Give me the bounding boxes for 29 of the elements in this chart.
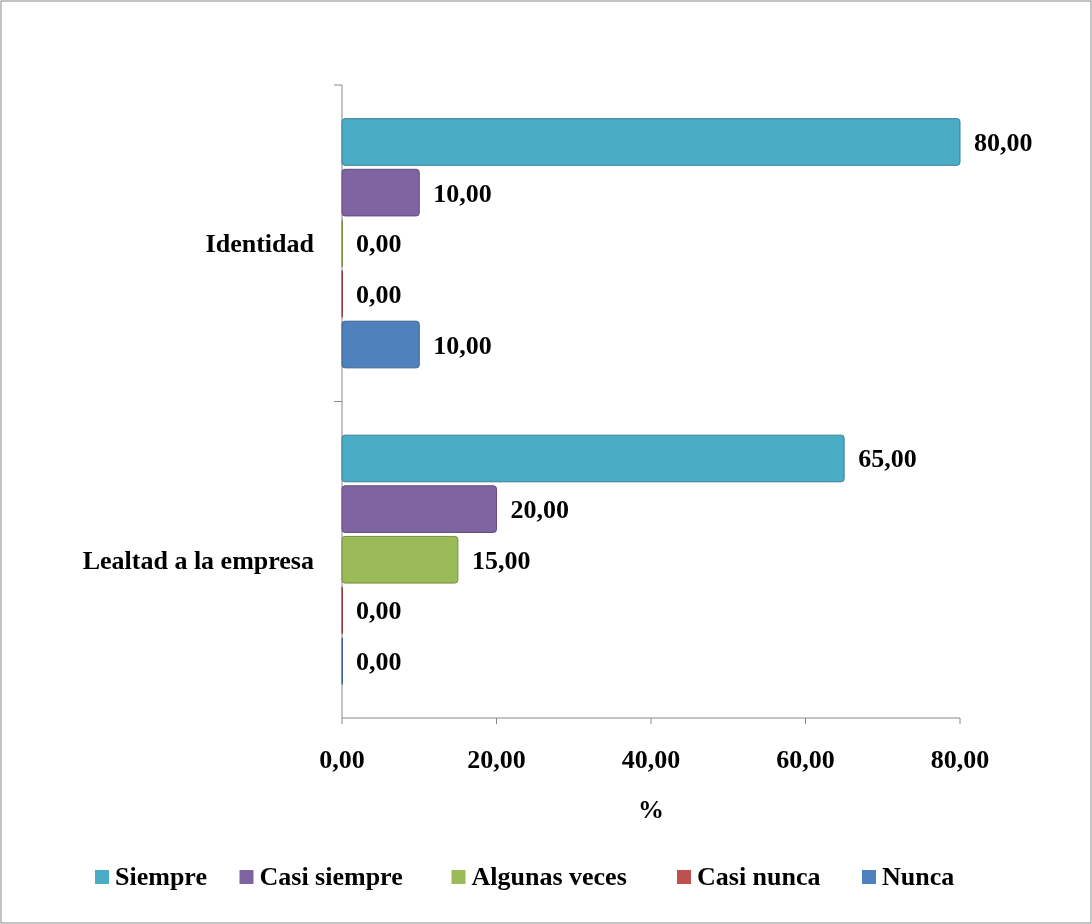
bar — [341, 320, 420, 369]
x-tick-label: 20,00 — [467, 745, 526, 774]
x-tick-label: 60,00 — [776, 745, 835, 774]
y-tick-label: Identidad — [205, 229, 315, 259]
data-label: 10,00 — [433, 178, 492, 208]
data-label: 0,00 — [356, 229, 402, 259]
data-label: 0,00 — [356, 647, 402, 677]
data-label: 80,00 — [974, 127, 1033, 157]
legend-label: Casi nunca — [697, 862, 821, 891]
legend-label: Casi siempre — [259, 862, 403, 891]
bar — [341, 118, 961, 166]
bar — [341, 535, 459, 584]
legend-label: Siempre — [115, 862, 207, 891]
bar — [341, 168, 420, 217]
x-axis-title: % — [638, 795, 664, 824]
x-tick-label: 40,00 — [621, 745, 681, 774]
data-label: 65,00 — [858, 444, 917, 474]
data-label: 0,00 — [356, 279, 402, 309]
data-label: 20,00 — [510, 495, 569, 525]
legend-label: Algunas veces — [471, 862, 627, 891]
data-label: 15,00 — [471, 545, 531, 575]
legend-label: Nunca — [882, 862, 955, 891]
x-tick-label: 80,00 — [930, 745, 990, 774]
data-label: 0,00 — [356, 596, 402, 626]
data-label: 10,00 — [433, 330, 492, 360]
y-tick-label: Lealtad a la empresa — [82, 545, 314, 575]
bar — [341, 485, 497, 533]
bar — [341, 434, 845, 483]
x-tick-label: 0,00 — [319, 745, 365, 774]
